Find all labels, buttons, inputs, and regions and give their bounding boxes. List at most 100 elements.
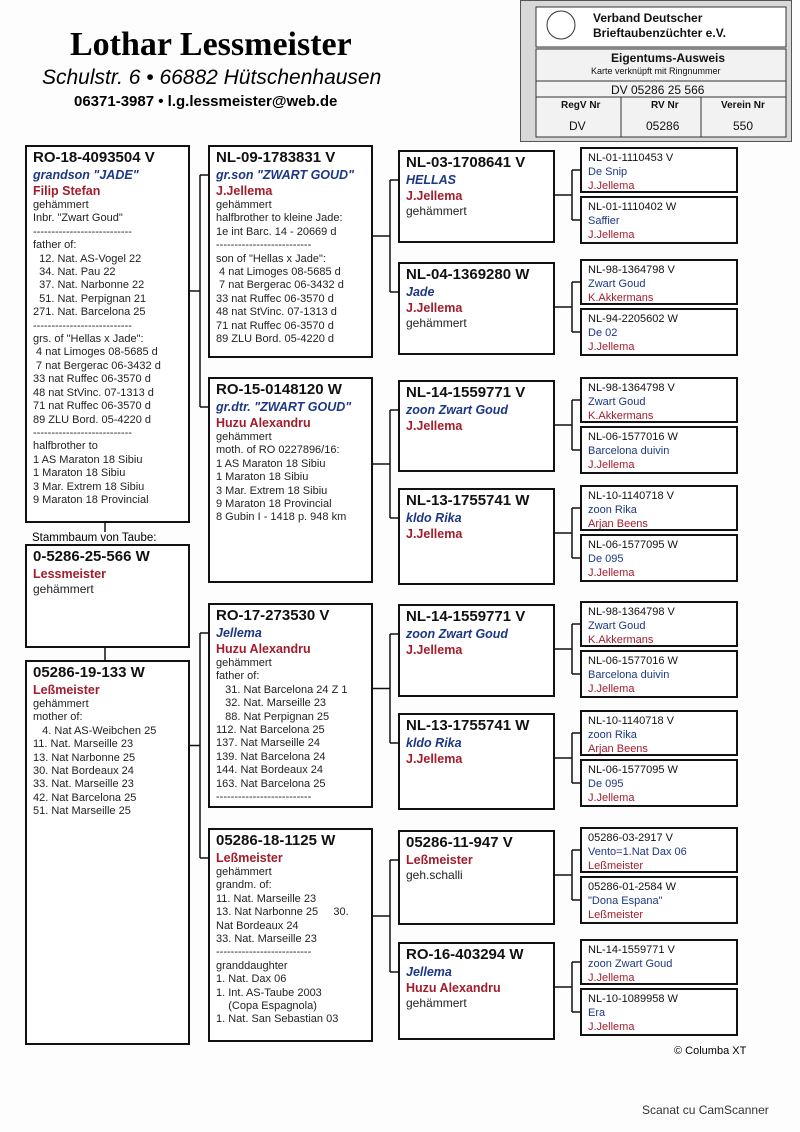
pedigree-box: NL-06-1577095 W De 095 J.Jellema <box>580 534 738 582</box>
note-line: 1 Maraton 18 Sibiu <box>216 471 309 484</box>
pigeon-name: Jellema <box>406 965 452 979</box>
pigeon-name: Jellema <box>216 626 262 640</box>
pigeon-name: zoon Zwart Goud <box>406 403 509 417</box>
note-line: 33 nat Ruffec 06-3570 d <box>33 373 151 386</box>
ring-number: NL-14-1559771 V <box>588 944 675 956</box>
card-value: 550 <box>733 119 754 133</box>
pedigree-box: NL-01-1110453 V De Snip J.Jellema <box>580 147 738 193</box>
note-line: 1e int Barc. 14 - 20669 d <box>216 225 337 238</box>
note-line: --------------------------- <box>33 426 132 439</box>
card-title: Eigentums-Ausweis <box>611 51 726 65</box>
note-line: father of: <box>33 239 77 252</box>
breeder: J.Jellema <box>216 184 273 198</box>
breeder: Leßmeister <box>216 851 283 865</box>
note-line: -------------------------- <box>216 239 312 252</box>
note-line: 13. Nat Narbonne 25 30. <box>216 906 349 919</box>
note-line: halfbrother to <box>33 440 98 453</box>
note-line: 112. Nat Barcelona 25 <box>216 724 325 737</box>
breeder: J.Jellema <box>406 189 463 203</box>
pigeon-name: Era <box>588 1007 606 1019</box>
breeder: Leßmeister <box>588 909 644 921</box>
pigeon-name: Zwart Goud <box>588 278 646 290</box>
note-line: gehämmert <box>33 582 94 596</box>
note-line: gehämmert <box>33 698 89 710</box>
ring-number: NL-09-1783831 V <box>216 149 336 166</box>
note-line: 42. Nat Barcelona 25 <box>33 791 137 804</box>
copyright: © Columba XT <box>674 1045 747 1057</box>
pigeon-name: Barcelona duivin <box>588 445 670 457</box>
note-line: gehämmert <box>216 657 272 669</box>
note-line: 48 nat StVinc. 07-1313 d <box>216 306 337 319</box>
note-line: Nat Bordeaux 24 <box>216 919 299 932</box>
pedigree-box: NL-14-1559771 V zoon Zwart Goud J.Jellema <box>398 380 555 472</box>
note-line: 71 nat Ruffec 06-3570 d <box>33 400 151 413</box>
note-line: 89 ZLU Bord. 05-4220 d <box>216 333 335 346</box>
breeder: J.Jellema <box>588 972 635 984</box>
subject-label: Stammbaum von Taube: <box>30 532 159 544</box>
pigeon-name: Jade <box>406 285 435 299</box>
note-line: 33. Nat. Marseille 23 <box>216 933 317 946</box>
breeder: Huzu Alexandru <box>406 981 501 995</box>
pedigree-box: NL-94-2205602 W De 02 J.Jellema <box>580 308 738 356</box>
ring-number: NL-06-1577095 W <box>588 539 678 551</box>
pigeon-name: De 02 <box>588 327 618 339</box>
note-line: gehämmert <box>216 866 272 878</box>
breeder: J.Jellema <box>588 792 635 804</box>
pigeon-name: Vento=1.Nat Dax 06 <box>588 846 687 858</box>
ring-number: NL-98-1364798 V <box>588 606 675 618</box>
ring-number: RO-15-0148120 W <box>216 381 342 398</box>
ring-number: NL-98-1364798 V <box>588 382 675 394</box>
ring-number: RO-16-403294 W <box>406 946 524 963</box>
pedigree-box: 0-5286-25-566 W Lessmeister gehämmert <box>25 544 190 648</box>
breeder: K.Akkermans <box>588 410 654 422</box>
pigeon-name: "Dona Espana" <box>588 895 663 907</box>
pedigree-box: RO-17-273530 V Jellema Huzu Alexandru gehäm… <box>208 603 373 808</box>
note-line: 51. Nat Marseille 25 <box>33 805 131 818</box>
pigeon-name: zoon Rika <box>588 504 637 516</box>
note-line: Inbr. "Zwart Goud" <box>33 212 123 225</box>
breeder: J.Jellema <box>406 643 463 657</box>
scanner-note: Scanat cu CamScanner <box>642 1103 769 1117</box>
breeder: J.Jellema <box>588 683 635 695</box>
card-org: Verband Deutscher <box>593 11 703 25</box>
breeder: Huzu Alexandru <box>216 416 311 430</box>
pedigree-box: NL-10-1140718 V zoon Rika Arjan Beens <box>580 710 738 756</box>
breeder: Lessmeister <box>33 567 106 581</box>
note-line: 9 Maraton 18 Provincial <box>216 498 332 511</box>
pedigree-box: NL-06-1577016 W Barcelona duivin J.Jellema <box>580 426 738 474</box>
note-line: 3 Mar. Extrem 18 Sibiu <box>33 480 145 493</box>
pedigree-box: NL-06-1577016 W Barcelona duivin J.Jellema <box>580 650 738 698</box>
note-line: grandm. of: <box>216 879 272 892</box>
ring-number: NL-06-1577016 W <box>588 655 678 667</box>
note-line: 34. Nat. Pau 22 <box>33 266 116 279</box>
ring-number: NL-98-1364798 V <box>588 264 675 276</box>
pigeon-name: De 095 <box>588 778 624 790</box>
ring-number: 05286-18-1125 W <box>216 832 336 849</box>
note-line: 71 nat Ruffec 06-3570 d <box>216 319 334 332</box>
note-line: 31. Nat Barcelona 24 Z 1 <box>216 683 348 696</box>
ring-number: NL-13-1755741 W <box>406 717 530 734</box>
ring-number: NL-94-2205602 W <box>588 313 678 325</box>
pigeon-name: grandson "JADE" <box>33 168 139 182</box>
breeder: J.Jellema <box>588 1021 635 1033</box>
pigeon-name: zoon Zwart Goud <box>588 958 673 970</box>
note-line: mother of: <box>33 711 83 724</box>
card-label: Verein Nr <box>721 100 765 111</box>
ring-number: NL-10-1089958 W <box>588 993 678 1005</box>
pigeon-name: HELLAS <box>406 173 456 187</box>
note-line: 89 ZLU Bord. 05-4220 d <box>33 413 152 426</box>
card-label: RV Nr <box>651 100 679 111</box>
note-line: 7 nat Bergerac 06-3432 d <box>216 279 344 292</box>
ring-number: RO-18-4093504 V <box>33 149 155 166</box>
note-line: 9 Maraton 18 Provincial <box>33 493 149 506</box>
pedigree-box: NL-98-1364798 V Zwart Goud K.Akkermans <box>580 259 738 305</box>
note-line: 1 AS Maraton 18 Sibiu <box>33 453 143 466</box>
pedigree-box: NL-01-1110402 W Saffier J.Jellema <box>580 196 738 244</box>
breeder: J.Jellema <box>588 459 635 471</box>
breeder: Arjan Beens <box>588 743 648 755</box>
note-line: gehämmert <box>406 316 467 330</box>
pigeon-name: Saffier <box>588 215 620 227</box>
pedigree-box: RO-15-0148120 W gr.dtr. "ZWART GOUD" Huzu … <box>208 377 373 583</box>
pigeon-name: gr.dtr. "ZWART GOUD" <box>216 400 352 414</box>
